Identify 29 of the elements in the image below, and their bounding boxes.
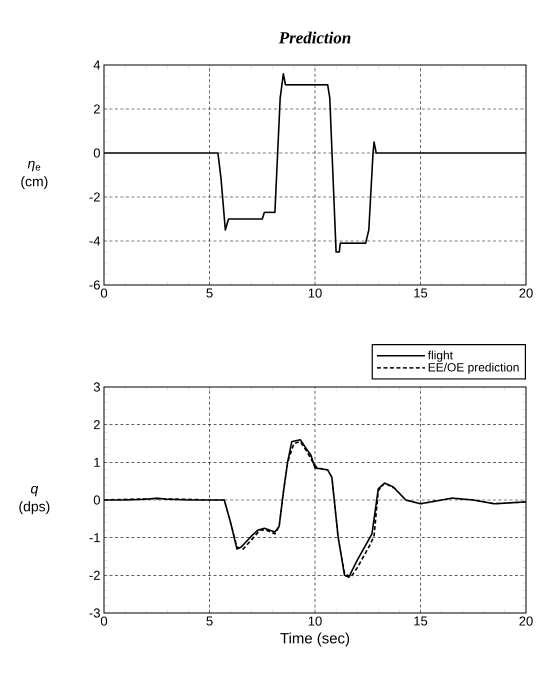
y-tick-label: 0 — [94, 148, 100, 158]
y-axis-title: η$_{e}$ (cm) — [21, 160, 48, 190]
x-tick-label: 20 — [519, 616, 533, 626]
y-tick-label: -4 — [90, 236, 100, 246]
legend-label: flight — [428, 350, 453, 362]
y-tick-label: 2 — [94, 104, 100, 114]
y-axis-title: q (dps) — [19, 486, 50, 514]
x-tick-label: 5 — [206, 288, 213, 298]
x-tick-label: 15 — [414, 616, 428, 626]
x-tick-label: 20 — [519, 288, 533, 298]
y-tick-label: -1 — [90, 533, 100, 542]
x-tick-label: 15 — [414, 288, 428, 298]
legend-label: EE/OE prediction — [428, 362, 519, 374]
y-tick-label: -3 — [90, 608, 100, 618]
y-tick-label: -6 — [90, 280, 100, 290]
y-tick-label: 0 — [94, 495, 100, 505]
y-tick-label: 2 — [94, 420, 100, 430]
x-tick-label: 10 — [308, 288, 322, 298]
y-tick-label: -2 — [90, 570, 100, 580]
y-tick-label: 4 — [94, 60, 100, 70]
y-tick-label: 3 — [94, 382, 100, 392]
x-tick-label: 5 — [206, 616, 213, 626]
y-tick-label: -2 — [90, 192, 100, 202]
x-tick-label: 0 — [100, 616, 108, 626]
x-tick-label: 0 — [100, 288, 108, 298]
chart-title: Prediction — [278, 32, 350, 44]
x-axis-title: Time (sec) — [280, 632, 350, 646]
y-tick-label: 1 — [94, 458, 100, 467]
x-tick-label: 10 — [308, 616, 322, 626]
